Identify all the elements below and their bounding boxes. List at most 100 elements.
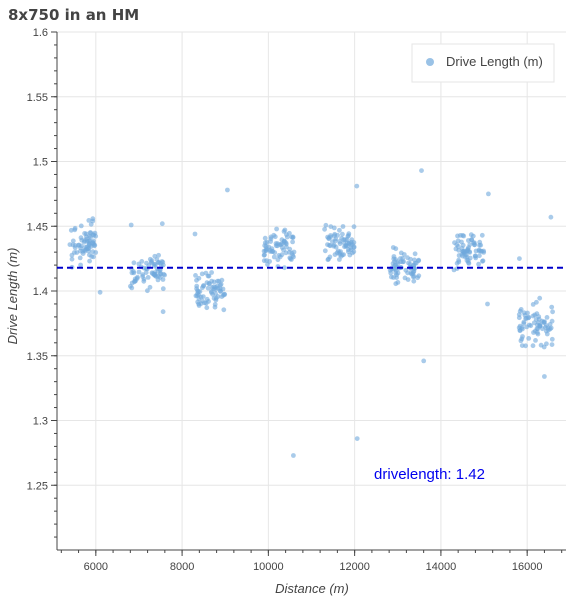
data-point xyxy=(332,233,337,239)
data-point xyxy=(271,232,277,238)
data-point xyxy=(421,358,427,364)
data-point xyxy=(206,273,212,279)
data-point xyxy=(220,286,226,292)
data-point xyxy=(400,256,406,261)
data-point xyxy=(322,226,327,232)
x-tick-label: 8000 xyxy=(170,561,194,573)
x-axis-label: Distance (m) xyxy=(275,581,349,596)
data-point xyxy=(88,221,94,227)
data-point xyxy=(77,255,83,261)
data-point xyxy=(455,238,461,244)
data-point xyxy=(161,271,167,277)
data-point xyxy=(86,248,92,254)
data-point xyxy=(472,253,478,259)
data-point xyxy=(456,257,461,263)
data-point xyxy=(473,248,479,254)
data-point xyxy=(272,250,278,256)
data-point xyxy=(196,292,202,298)
data-point xyxy=(261,252,267,258)
y-tick-label: 1.55 xyxy=(27,92,48,104)
data-point xyxy=(80,251,86,256)
data-point xyxy=(549,336,555,342)
data-point xyxy=(88,234,93,240)
data-point xyxy=(205,285,211,291)
data-point xyxy=(406,260,411,266)
data-point xyxy=(463,254,468,260)
data-point xyxy=(140,274,146,279)
data-point xyxy=(83,244,88,250)
data-point xyxy=(351,245,357,251)
data-point xyxy=(278,242,284,248)
data-point xyxy=(544,315,550,320)
data-point xyxy=(479,248,485,254)
x-tick-label: 16000 xyxy=(512,561,543,573)
data-point xyxy=(209,290,214,295)
data-point xyxy=(213,295,219,301)
data-point xyxy=(549,304,555,310)
y-tick-label: 1.45 xyxy=(27,221,48,233)
data-point xyxy=(86,218,92,223)
data-point xyxy=(524,324,530,330)
data-point xyxy=(460,249,466,255)
data-point xyxy=(328,233,333,238)
grid-lines xyxy=(57,31,566,550)
data-point xyxy=(131,270,137,276)
data-point xyxy=(476,261,481,267)
data-point xyxy=(76,242,82,248)
data-point xyxy=(517,328,523,333)
data-point xyxy=(538,342,544,348)
data-point xyxy=(530,302,536,307)
data-point xyxy=(279,237,285,243)
data-point xyxy=(78,223,84,229)
data-point xyxy=(160,309,166,315)
data-point xyxy=(408,256,413,262)
data-point xyxy=(129,285,135,291)
data-point xyxy=(265,262,270,267)
data-point xyxy=(402,275,408,281)
data-point xyxy=(290,235,296,241)
data-point xyxy=(341,240,346,246)
data-point xyxy=(287,230,292,236)
data-point xyxy=(523,343,528,349)
data-point xyxy=(90,249,96,255)
data-point xyxy=(547,326,553,332)
data-point xyxy=(532,312,538,318)
data-point xyxy=(291,453,296,458)
data-point xyxy=(390,261,396,266)
data-point xyxy=(537,323,543,329)
data-point xyxy=(351,224,357,230)
data-point xyxy=(87,230,93,236)
data-point xyxy=(195,288,201,294)
data-point xyxy=(337,257,342,262)
data-point xyxy=(78,262,83,268)
data-point xyxy=(480,258,486,264)
data-point xyxy=(149,258,155,263)
data-points xyxy=(67,168,555,458)
data-point xyxy=(281,247,286,253)
legend-label: Drive Length (m) xyxy=(446,54,543,69)
data-point xyxy=(346,240,352,246)
y-tick-label: 1.25 xyxy=(27,480,48,492)
data-point xyxy=(322,248,328,254)
data-point xyxy=(216,278,222,284)
data-point xyxy=(542,374,547,379)
data-point xyxy=(412,251,418,257)
data-point xyxy=(275,257,281,263)
data-point xyxy=(203,270,209,276)
y-tick-label: 1.3 xyxy=(33,416,48,428)
data-point xyxy=(537,295,543,301)
data-point xyxy=(548,214,554,220)
y-tick-label: 1.6 xyxy=(33,27,48,39)
data-point xyxy=(479,232,485,238)
data-point xyxy=(415,275,420,281)
data-point xyxy=(143,270,149,275)
data-point xyxy=(204,280,210,285)
data-point xyxy=(541,320,547,326)
x-tick-label: 10000 xyxy=(253,561,284,573)
data-point xyxy=(225,187,230,193)
data-point xyxy=(91,254,96,260)
data-point xyxy=(82,231,87,236)
data-point xyxy=(391,256,397,262)
data-point xyxy=(81,239,87,245)
